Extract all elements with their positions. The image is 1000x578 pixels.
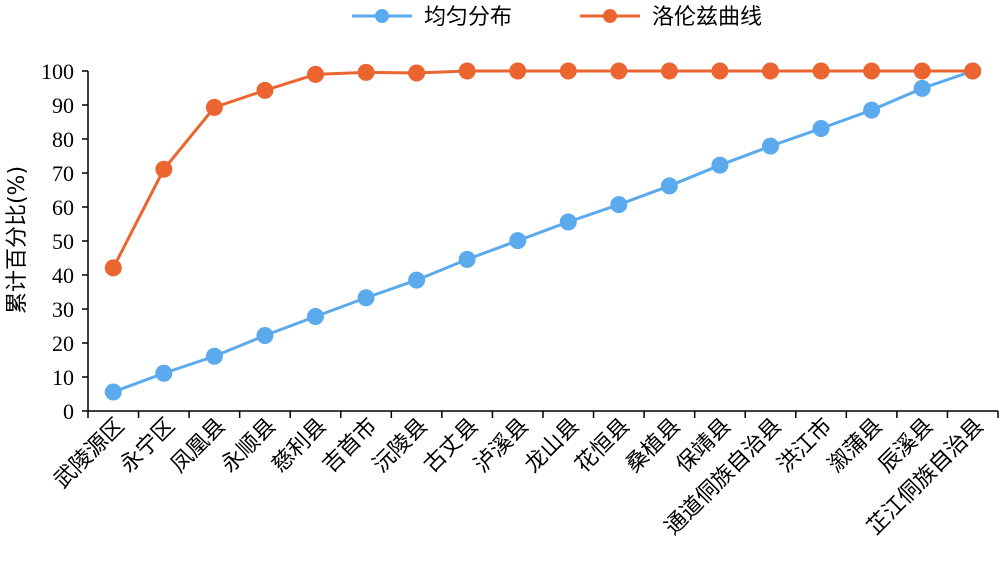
y-tick-label: 0 bbox=[63, 399, 74, 424]
data-point bbox=[559, 213, 577, 231]
data-point bbox=[509, 62, 527, 80]
x-category-label: 龙山县 bbox=[520, 414, 584, 478]
data-point bbox=[711, 62, 729, 80]
series-1 bbox=[104, 62, 982, 277]
legend-label-lorenz: 洛伦兹曲线 bbox=[652, 5, 762, 30]
y-axis-title: 累计百分比(%) bbox=[5, 166, 30, 314]
data-point bbox=[104, 259, 122, 277]
data-point bbox=[711, 156, 729, 174]
data-point bbox=[357, 63, 375, 81]
x-category-label: 吉首市 bbox=[318, 414, 382, 478]
data-point bbox=[863, 101, 881, 119]
data-point bbox=[509, 232, 527, 250]
data-point bbox=[913, 62, 931, 80]
data-point bbox=[812, 62, 830, 80]
legend: 均匀分布 洛伦兹曲线 bbox=[352, 5, 762, 30]
x-category-label: 花恒县 bbox=[571, 414, 635, 478]
data-point bbox=[155, 364, 173, 382]
x-category-label: 永宁区 bbox=[116, 414, 180, 478]
legend-item-lorenz: 洛伦兹曲线 bbox=[580, 5, 762, 30]
x-category-label: 永顺县 bbox=[217, 414, 281, 478]
data-point bbox=[307, 307, 324, 325]
data-point bbox=[458, 250, 476, 268]
x-category-label: 凤凰县 bbox=[166, 414, 230, 478]
y-tick-label: 50 bbox=[52, 229, 74, 254]
x-category-label: 古丈县 bbox=[419, 414, 483, 478]
y-tick-label: 20 bbox=[52, 331, 74, 356]
data-point bbox=[307, 65, 324, 83]
data-point bbox=[559, 62, 577, 80]
data-point bbox=[610, 196, 628, 214]
data-point bbox=[104, 383, 122, 401]
legend-label-uniform: 均匀分布 bbox=[424, 5, 512, 30]
data-point bbox=[205, 98, 223, 116]
data-point bbox=[458, 62, 476, 80]
data-point bbox=[812, 119, 830, 137]
data-point bbox=[660, 62, 678, 80]
data-point bbox=[610, 62, 628, 80]
series-line bbox=[112, 69, 974, 394]
data-point bbox=[408, 64, 426, 82]
x-category-label: 桑植县 bbox=[621, 414, 685, 478]
y-tick-label: 90 bbox=[52, 93, 74, 118]
data-point bbox=[205, 347, 223, 365]
data-point bbox=[762, 137, 779, 155]
series-0 bbox=[104, 62, 982, 401]
data-point bbox=[408, 271, 426, 289]
data-point bbox=[660, 177, 678, 195]
x-category-label: 武陵源区 bbox=[50, 414, 130, 494]
data-point bbox=[155, 160, 173, 178]
legend-swatch-uniform-marker bbox=[375, 9, 389, 23]
y-tick-label: 80 bbox=[52, 127, 74, 152]
y-tick-label: 40 bbox=[52, 263, 74, 288]
data-point bbox=[357, 289, 375, 307]
data-point bbox=[863, 62, 881, 80]
x-category-label: 溆蒲县 bbox=[823, 414, 887, 478]
data-point bbox=[913, 79, 931, 97]
y-tick-label: 60 bbox=[52, 195, 74, 220]
x-category-label: 沅陵县 bbox=[368, 414, 432, 478]
y-tick-label: 70 bbox=[52, 161, 74, 186]
y-tick-label: 10 bbox=[52, 365, 74, 390]
data-point bbox=[762, 62, 779, 80]
y-tick-label: 30 bbox=[52, 297, 74, 322]
data-point bbox=[964, 62, 982, 80]
data-point bbox=[256, 81, 274, 99]
x-category-label: 慈利县 bbox=[267, 414, 331, 478]
x-category-label: 泸溪县 bbox=[470, 414, 534, 478]
y-ticks: 0 10 20 30 40 50 60 70 80 90 100 bbox=[41, 59, 88, 424]
series-layer bbox=[104, 62, 982, 401]
y-tick-label: 100 bbox=[41, 59, 74, 84]
legend-swatch-lorenz-marker bbox=[603, 9, 617, 23]
legend-item-uniform: 均匀分布 bbox=[352, 5, 512, 30]
x-category-label: 洪江市 bbox=[773, 414, 837, 478]
data-point bbox=[256, 327, 274, 345]
series-line bbox=[111, 69, 973, 269]
x-ticks: 武陵源区永宁区凤凰县永顺县慈利县吉首市沅陵县古丈县泸溪县龙山县花恒县桑植县保靖县… bbox=[50, 411, 999, 540]
